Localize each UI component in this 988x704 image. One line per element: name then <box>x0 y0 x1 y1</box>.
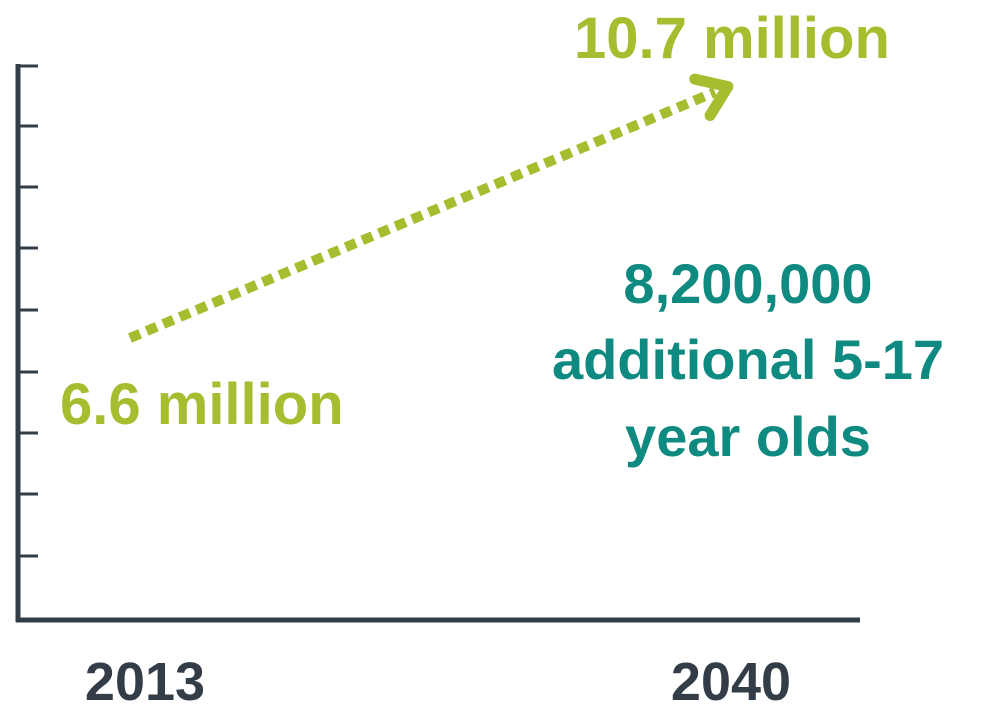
x-tick-label-2040: 2040 <box>671 652 791 704</box>
y-axis-ticks <box>18 64 38 558</box>
point-label-2013: 6.6 million <box>60 372 344 437</box>
chart-axes <box>15 64 860 623</box>
annotation-additional-youth: 8,200,000 additional 5-17 year olds <box>552 252 944 468</box>
annotation-line-2: additional 5-17 <box>552 328 944 391</box>
annotation-line-1: 8,200,000 <box>623 252 872 315</box>
trend-line-dotted <box>128 87 717 343</box>
point-label-2040: 10.7 million <box>574 6 890 71</box>
arrow-head <box>689 73 734 122</box>
x-tick-label-2013: 2013 <box>85 652 205 704</box>
annotation-line-3: year olds <box>625 405 871 468</box>
series-growth <box>128 73 734 343</box>
